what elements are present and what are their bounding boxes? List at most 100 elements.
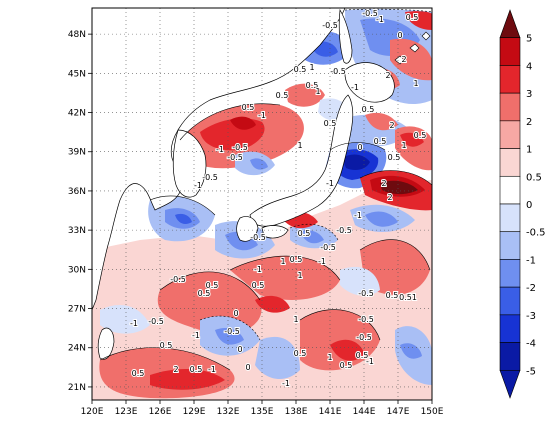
contour-label: 0.51	[399, 293, 417, 302]
colorbar-swatch	[499, 203, 521, 233]
lat-tick-label: 36N	[68, 187, 86, 197]
colorbar-swatch	[499, 148, 521, 177]
lon-tick-label: 135E	[251, 407, 274, 417]
colorbar-swatch	[499, 92, 521, 122]
contour-label: 0.5	[374, 137, 387, 146]
contour-label: 0	[397, 31, 402, 40]
colorbar-swatch	[499, 231, 521, 260]
contour-label: 0.5	[356, 351, 369, 360]
contour-label: 2	[173, 365, 178, 374]
contour-label: 0.5	[340, 361, 353, 370]
colorbar-swatch	[499, 314, 521, 343]
contour-label: -0.5	[250, 233, 266, 242]
colorbar-swatch	[499, 259, 521, 288]
contour-label: 1	[293, 315, 298, 324]
contour-label: 0.5	[294, 65, 307, 74]
lon-tick-label: 150E	[421, 407, 444, 417]
longitude-axis: 120E 123E 126E 129E 132E 135E 138E 141E 144E 147E…	[81, 400, 444, 417]
colorbar-label: 4	[526, 61, 532, 72]
contour-label: 1	[309, 63, 314, 72]
contour-label: 1	[315, 87, 320, 96]
contour-label: -0.5	[227, 153, 243, 162]
lat-tick-label: 21N	[68, 383, 86, 393]
contour-label: -1	[216, 145, 224, 154]
contour-label: 1	[280, 257, 285, 266]
contour-labels: -0.5-1-0.50.5 1 -0.50.51 -10.5-10.5-0.5-1-0…	[129, 8, 427, 389]
contour-label: -0.5	[320, 243, 336, 252]
colorbar-label: 2	[526, 117, 532, 128]
contour-label: -1	[318, 257, 326, 266]
colorbar-label: 5	[526, 34, 532, 45]
contour-label: -1	[192, 331, 200, 340]
colorbar-label: -0.5	[526, 228, 546, 239]
contour-label: 0.5	[306, 81, 319, 90]
contour-lines	[99, 8, 432, 371]
contour-label: 0.5	[298, 229, 311, 238]
colorbar-swatch	[499, 65, 521, 94]
colorbar-label: 3	[526, 89, 532, 100]
lon-tick-label: 123E	[115, 407, 138, 417]
lon-tick-label: 138E	[285, 407, 308, 417]
lon-tick-label: 141E	[319, 407, 342, 417]
contour-label: 1	[297, 141, 302, 150]
contour-label: -0.5	[224, 327, 240, 336]
lon-tick-label: 144E	[353, 407, 376, 417]
lat-tick-label: 24N	[68, 344, 86, 354]
contour-label: 0.5	[406, 13, 419, 22]
contour-label: -0.5	[322, 21, 338, 30]
lat-tick-label: 33N	[68, 226, 86, 236]
colorbar-swatch	[499, 342, 521, 371]
contour-label: -1	[208, 365, 216, 374]
lat-tick-label: 39N	[68, 148, 86, 158]
contour-label: 0.5	[190, 365, 203, 374]
contour-label: 1	[401, 141, 406, 150]
lon-tick-label: 120E	[81, 407, 104, 417]
contour-label: 0.5	[206, 281, 219, 290]
contour-label: -0.5	[330, 67, 346, 76]
map-grid	[92, 8, 432, 400]
contour-label: -1	[366, 357, 374, 366]
colorbar-bottom-arrow	[499, 369, 521, 399]
contour-label: 2	[385, 71, 390, 80]
latitude-axis: 48N 45N 42N 39N 36N 33N 30N 27N 24N 21N	[68, 30, 92, 393]
contour-label: 0.5	[294, 349, 307, 358]
lat-tick-label: 27N	[68, 305, 86, 315]
contour-label: 0	[233, 309, 238, 318]
colorbar-label: -1	[526, 255, 536, 266]
contour-label: 2	[389, 121, 394, 130]
contour-label: 1	[327, 353, 332, 362]
lat-tick-label: 30N	[68, 265, 86, 275]
contour-label: 0.5	[252, 281, 265, 290]
contour-label: 0	[237, 345, 242, 354]
colorbar-label: -2	[526, 283, 536, 294]
colorbar-top-arrow	[499, 9, 521, 39]
anomaly-field	[92, 9, 432, 400]
contour-label: 2	[387, 193, 392, 202]
contour-label: -1	[376, 15, 384, 24]
contour-label: -0.5	[148, 317, 164, 326]
contour-label: 1	[413, 79, 418, 88]
lat-tick-label: 48N	[68, 30, 86, 40]
lon-tick-label: 129E	[183, 407, 206, 417]
contour-label: -1	[254, 265, 262, 274]
contour-label: -1	[130, 319, 138, 328]
contour-label: -0.5	[358, 289, 374, 298]
contour-label: -1	[351, 83, 359, 92]
colorbar-label: 1	[526, 145, 532, 156]
colorbar-swatch	[499, 286, 521, 316]
lat-tick-label: 42N	[68, 109, 86, 119]
contour-label: 1	[297, 271, 302, 280]
contour-label: 0.5	[414, 131, 427, 140]
contour-label: -0.5	[362, 9, 378, 18]
contour-label: 0.5	[386, 291, 399, 300]
colorbar-swatch	[499, 175, 521, 205]
contour-label: 0.5	[362, 105, 375, 114]
colorbar-label: -4	[526, 339, 536, 350]
contour-label: -0.5	[358, 315, 374, 324]
colorbar-label: -5	[526, 366, 536, 377]
contour-label: -0.5	[336, 226, 352, 235]
contour-label: -0.5	[170, 275, 186, 284]
contour-label: 0.5	[198, 289, 211, 298]
contour-label: -1	[354, 211, 362, 220]
